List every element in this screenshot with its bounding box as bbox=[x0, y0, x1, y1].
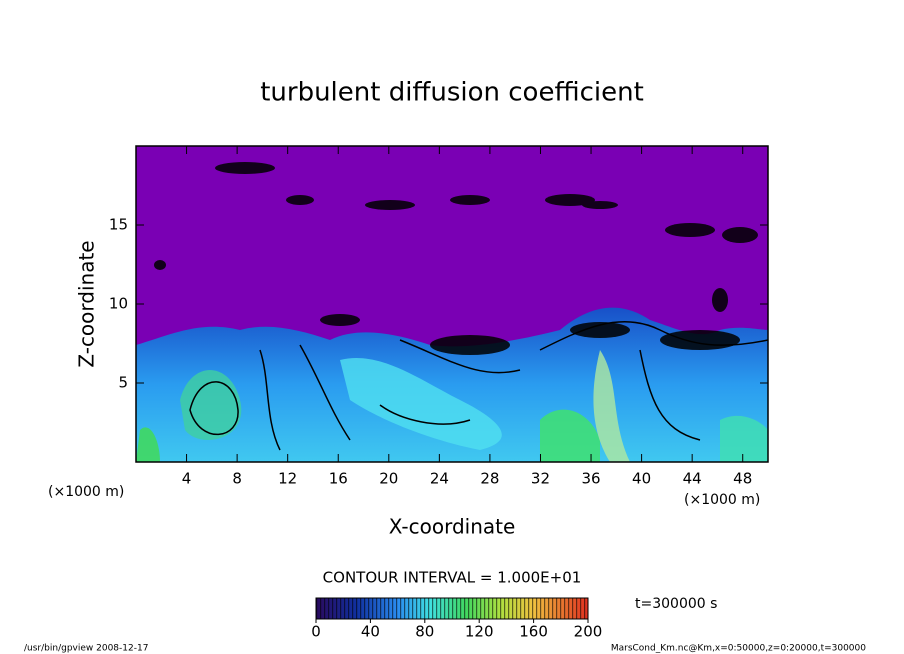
footer-right: MarsCond_Km.nc@Km,x=0:50000,z=0:20000,t=… bbox=[611, 644, 866, 654]
x-tick-label: 32 bbox=[531, 470, 550, 488]
x-axis-label: X-coordinate bbox=[389, 515, 516, 539]
colorbar-tick-label: 120 bbox=[465, 623, 494, 641]
x-tick-label: 12 bbox=[278, 470, 297, 488]
colorbar-tick-label: 0 bbox=[311, 623, 321, 641]
x-tick-label: 16 bbox=[329, 470, 348, 488]
y-tick-label: 5 bbox=[118, 374, 128, 392]
colorbar-tick-label: 80 bbox=[415, 623, 434, 641]
colorbar-tick-label: 200 bbox=[574, 623, 603, 641]
colorbar-tick-label: 40 bbox=[361, 623, 380, 641]
x-tick-label: 36 bbox=[581, 470, 600, 488]
x-tick-label: 40 bbox=[632, 470, 651, 488]
x-tick-label: 28 bbox=[480, 470, 499, 488]
contour-interval: CONTOUR INTERVAL = 1.000E+01 bbox=[323, 569, 582, 587]
y-unit-label: (×1000 m) bbox=[48, 484, 124, 500]
y-tick-label: 15 bbox=[109, 216, 128, 234]
chart-title: turbulent diffusion coefficient bbox=[260, 78, 644, 108]
x-tick-label: 24 bbox=[430, 470, 449, 488]
x-tick-label: 20 bbox=[379, 470, 398, 488]
x-unit-label: (×1000 m) bbox=[684, 492, 760, 508]
colorbar-frame bbox=[315, 597, 589, 620]
y-tick-label: 10 bbox=[109, 295, 128, 313]
colorbar-tick-label: 160 bbox=[519, 623, 548, 641]
x-tick-label: 4 bbox=[182, 470, 192, 488]
time-label: t=300000 s bbox=[635, 596, 717, 612]
y-axis-label: Z-coordinate bbox=[75, 240, 99, 367]
x-tick-label: 48 bbox=[733, 470, 752, 488]
x-tick-label: 8 bbox=[232, 470, 242, 488]
footer-left: /usr/bin/gpview 2008-12-17 bbox=[24, 644, 148, 654]
field bbox=[136, 146, 768, 462]
x-tick-label: 44 bbox=[683, 470, 702, 488]
